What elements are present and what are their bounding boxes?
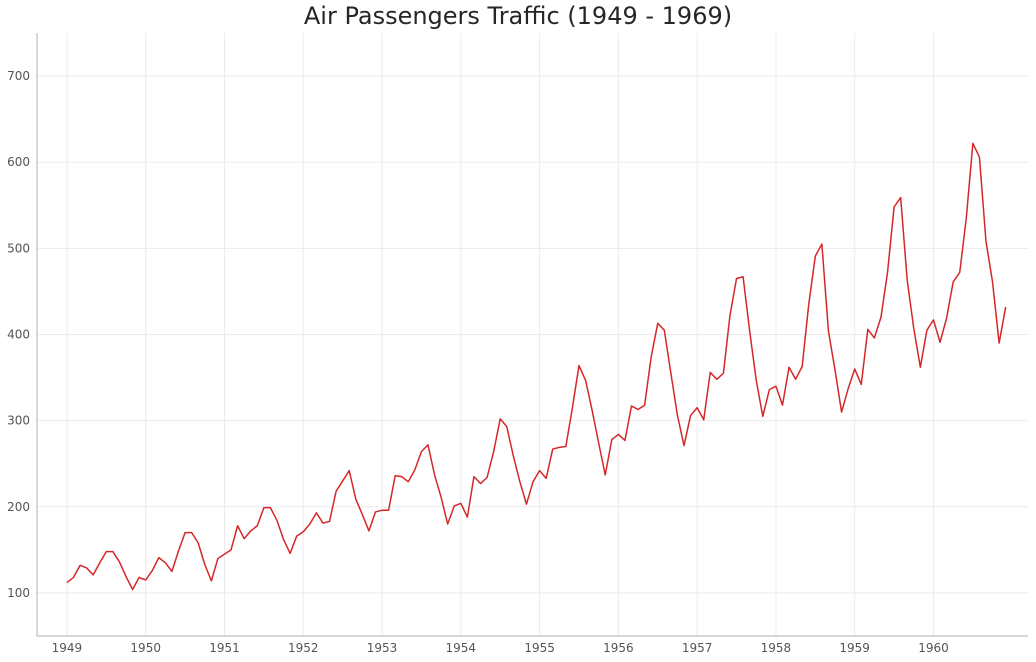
x-tick-label: 1955 <box>524 641 555 655</box>
grid <box>37 33 1028 636</box>
y-tick-label: 300 <box>7 414 30 428</box>
x-tick-label: 1949 <box>52 641 83 655</box>
x-tick-label: 1959 <box>839 641 870 655</box>
y-tick-label: 100 <box>7 586 30 600</box>
axes <box>36 33 1028 637</box>
y-tick-label: 600 <box>7 155 30 169</box>
x-tick-label: 1951 <box>209 641 240 655</box>
y-tick-label: 700 <box>7 69 30 83</box>
x-tick-label: 1954 <box>446 641 477 655</box>
x-tick-label: 1960 <box>918 641 949 655</box>
series-layer <box>66 142 1007 591</box>
x-tick-label: 1952 <box>288 641 319 655</box>
x-tick-label: 1957 <box>682 641 713 655</box>
y-tick-label: 200 <box>7 500 30 514</box>
y-tick-label: 400 <box>7 328 30 342</box>
y-tick-label: 500 <box>7 241 30 255</box>
tick-labels: 100 200 300 400 500 600 700 1949 1950 1951 1952 195… <box>7 69 949 655</box>
series-line <box>66 142 1007 591</box>
x-tick-label: 1950 <box>130 641 161 655</box>
chart-title: Air Passengers Traffic (1949 - 1969) <box>303 2 733 30</box>
x-tick-label: 1953 <box>367 641 398 655</box>
x-tick-label: 1958 <box>761 641 792 655</box>
x-tick-label: 1956 <box>603 641 634 655</box>
